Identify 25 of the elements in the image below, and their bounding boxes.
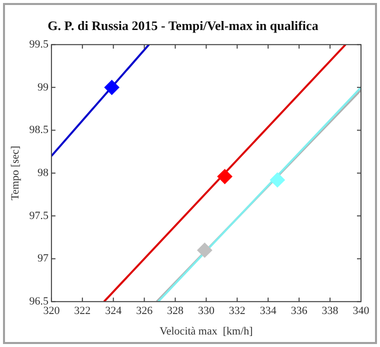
x-tick-label: 320 — [43, 305, 60, 318]
x-tick-label: 336 — [290, 305, 308, 318]
y-tick-label: 98.5 — [29, 124, 49, 136]
y-tick-label: 98 — [37, 166, 49, 179]
y-tick-label: 97.5 — [29, 210, 49, 222]
x-axis-title: Velocità max [km/h] — [160, 325, 253, 338]
x-tick-label: 330 — [198, 305, 215, 318]
x-tick-label: 332 — [228, 305, 246, 318]
y-axis-title: Tempo [sec] — [9, 146, 22, 200]
x-tick-label: 328 — [167, 305, 184, 318]
y-tick-label: 99.5 — [29, 38, 49, 50]
point — [197, 242, 212, 258]
y-tick-label: 97 — [37, 252, 49, 265]
x-tick-label: 338 — [322, 305, 339, 318]
chart-title: G. P. di Russia 2015 - Tempi/Vel-max in qualifica — [48, 18, 319, 34]
x-tick-label: 340 — [352, 305, 370, 318]
y-tick-label: 99 — [37, 81, 49, 94]
point — [270, 172, 285, 188]
x-tick-label: 324 — [105, 305, 122, 318]
point — [217, 169, 232, 184]
y-tick-label: 96.5 — [29, 295, 49, 308]
x-tick-label: 322 — [74, 305, 91, 318]
x-tick-label: 326 — [136, 305, 154, 318]
x-tick-label: 334 — [260, 305, 277, 318]
point — [104, 80, 120, 95]
